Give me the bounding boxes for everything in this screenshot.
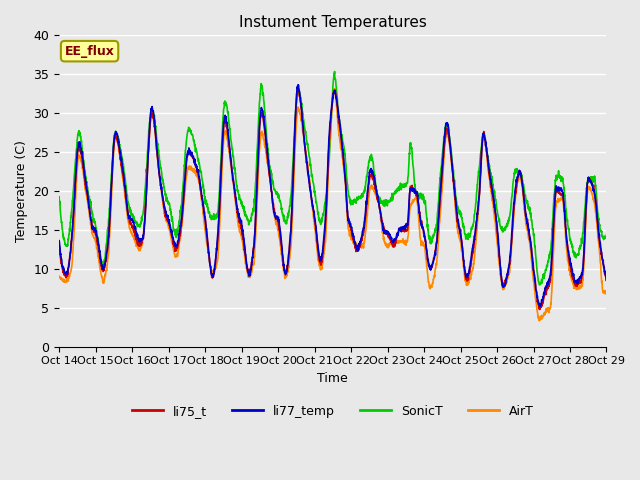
AirT xyxy=(205,250,212,256)
li75_t xyxy=(495,253,503,259)
li77_temp xyxy=(396,222,403,228)
AirT xyxy=(396,239,403,244)
li77_temp xyxy=(536,304,544,310)
li77_temp xyxy=(205,247,212,253)
Line: li75_t: li75_t xyxy=(59,89,607,310)
li77_temp xyxy=(579,267,587,273)
AirT xyxy=(579,277,587,283)
SonicT xyxy=(495,216,503,222)
li75_t xyxy=(579,267,587,273)
li75_t xyxy=(339,144,346,150)
li75_t xyxy=(294,86,301,92)
li75_t xyxy=(536,307,543,312)
Title: Instument Temperatures: Instument Temperatures xyxy=(239,15,427,30)
Legend: li75_t, li77_temp, SonicT, AirT: li75_t, li77_temp, SonicT, AirT xyxy=(127,400,539,423)
li77_temp xyxy=(339,144,346,150)
SonicT xyxy=(331,69,339,74)
li77_temp xyxy=(157,180,165,186)
SonicT xyxy=(579,230,587,236)
AirT xyxy=(495,262,503,267)
li77_temp xyxy=(603,277,611,283)
X-axis label: Time: Time xyxy=(317,372,348,385)
Line: AirT: AirT xyxy=(59,89,607,321)
li75_t xyxy=(205,245,212,251)
li75_t xyxy=(603,276,611,282)
AirT xyxy=(603,290,611,296)
li77_temp xyxy=(495,253,503,259)
Y-axis label: Temperature (C): Temperature (C) xyxy=(15,140,28,242)
Text: EE_flux: EE_flux xyxy=(65,45,115,58)
AirT xyxy=(339,155,346,160)
AirT xyxy=(332,86,339,92)
SonicT xyxy=(157,165,165,171)
SonicT xyxy=(396,188,403,193)
SonicT xyxy=(205,210,212,216)
li75_t xyxy=(157,185,165,191)
li75_t xyxy=(396,227,403,233)
AirT xyxy=(536,318,543,324)
AirT xyxy=(157,184,165,190)
Line: li77_temp: li77_temp xyxy=(59,87,607,307)
li77_temp xyxy=(55,242,63,248)
li75_t xyxy=(55,240,63,246)
SonicT xyxy=(339,134,346,140)
li77_temp xyxy=(294,84,302,90)
AirT xyxy=(55,274,63,280)
SonicT xyxy=(55,194,63,200)
Line: SonicT: SonicT xyxy=(59,72,607,285)
SonicT xyxy=(536,282,544,288)
SonicT xyxy=(603,231,611,237)
